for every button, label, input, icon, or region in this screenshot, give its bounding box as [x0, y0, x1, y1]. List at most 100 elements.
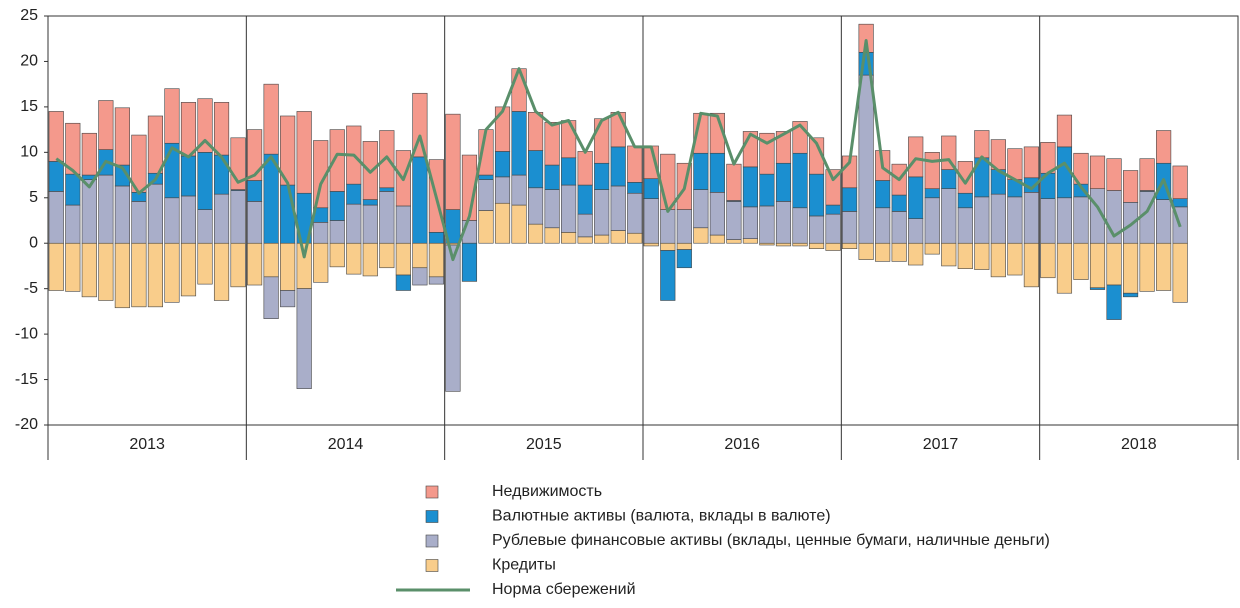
bar — [693, 189, 709, 229]
bar — [990, 193, 1006, 244]
bar — [131, 242, 147, 308]
bar — [81, 242, 97, 298]
y-tick-label: -20 — [15, 416, 38, 433]
bar — [379, 242, 395, 269]
bar — [924, 197, 940, 244]
bar — [511, 111, 527, 176]
bar — [445, 113, 461, 210]
bar — [544, 189, 560, 229]
bar — [709, 152, 725, 193]
x-tick-label: 2018 — [1121, 436, 1157, 453]
bar — [379, 187, 395, 192]
bar — [362, 242, 378, 277]
bar — [362, 199, 378, 206]
bar — [527, 150, 544, 189]
bar — [1106, 158, 1122, 191]
bar — [164, 197, 180, 244]
bar — [230, 190, 246, 244]
bar — [48, 242, 64, 291]
bar — [610, 185, 626, 231]
bar — [263, 83, 279, 155]
bar — [842, 187, 858, 212]
bar — [1122, 292, 1139, 298]
bar — [1139, 158, 1155, 191]
bar — [313, 140, 329, 209]
bar — [875, 180, 891, 209]
bar — [908, 242, 924, 266]
bar — [1106, 242, 1122, 286]
bar — [412, 156, 428, 244]
bar — [180, 195, 197, 244]
bar — [858, 242, 874, 260]
bar — [544, 122, 560, 166]
bar — [147, 115, 164, 174]
bar — [48, 161, 64, 192]
bar — [627, 145, 643, 183]
bar — [594, 118, 610, 164]
y-tick-label: 20 — [20, 53, 38, 70]
bar — [759, 132, 775, 175]
bar — [164, 88, 180, 144]
bar — [346, 183, 362, 205]
bar — [627, 232, 643, 244]
bar — [213, 154, 230, 195]
bar — [1056, 242, 1073, 294]
bar — [561, 120, 577, 159]
bar — [577, 236, 593, 244]
bar — [1089, 242, 1106, 289]
bar — [1040, 198, 1056, 244]
bar — [792, 242, 808, 247]
bar — [759, 205, 775, 244]
bar — [527, 187, 544, 225]
bar — [379, 191, 395, 244]
bar — [594, 234, 610, 244]
y-tick-label: -15 — [15, 371, 38, 388]
bar — [65, 204, 81, 244]
bar — [660, 250, 676, 301]
bar — [247, 242, 263, 286]
bar — [412, 267, 428, 286]
bar — [395, 274, 411, 291]
bar — [48, 111, 64, 162]
bar — [627, 192, 643, 234]
bar — [544, 164, 560, 190]
bar — [643, 198, 659, 244]
bar — [428, 242, 444, 278]
bar — [1073, 242, 1089, 280]
bar — [957, 192, 973, 209]
bar — [957, 242, 973, 269]
bar — [280, 290, 296, 308]
bar — [1056, 197, 1073, 244]
bar — [924, 188, 940, 199]
bar — [676, 249, 692, 269]
bar — [709, 234, 725, 244]
bar — [908, 218, 924, 244]
bar — [197, 242, 213, 285]
bar — [527, 223, 544, 244]
bar — [329, 129, 345, 192]
bar — [65, 173, 81, 206]
y-tick-label: -5 — [24, 280, 38, 297]
bar — [180, 155, 197, 197]
bar — [808, 215, 825, 244]
bar — [709, 192, 725, 236]
bar — [1172, 242, 1188, 303]
bar — [742, 206, 759, 239]
y-tick-label: 25 — [20, 7, 38, 24]
bar — [114, 242, 130, 309]
bar — [1122, 170, 1139, 203]
bar — [147, 242, 164, 308]
bar — [990, 242, 1006, 278]
bar — [974, 196, 990, 244]
bar — [180, 102, 197, 157]
y-tick-label: 10 — [20, 144, 38, 161]
bar — [445, 244, 461, 392]
bar — [643, 242, 659, 247]
bar — [98, 242, 114, 301]
bar — [627, 182, 643, 194]
bar — [1023, 146, 1039, 179]
bar — [1040, 242, 1056, 279]
bar — [941, 242, 957, 267]
legend-label: Валютные активы (валюта, вклады в валюте… — [492, 508, 831, 525]
bar — [478, 179, 494, 211]
